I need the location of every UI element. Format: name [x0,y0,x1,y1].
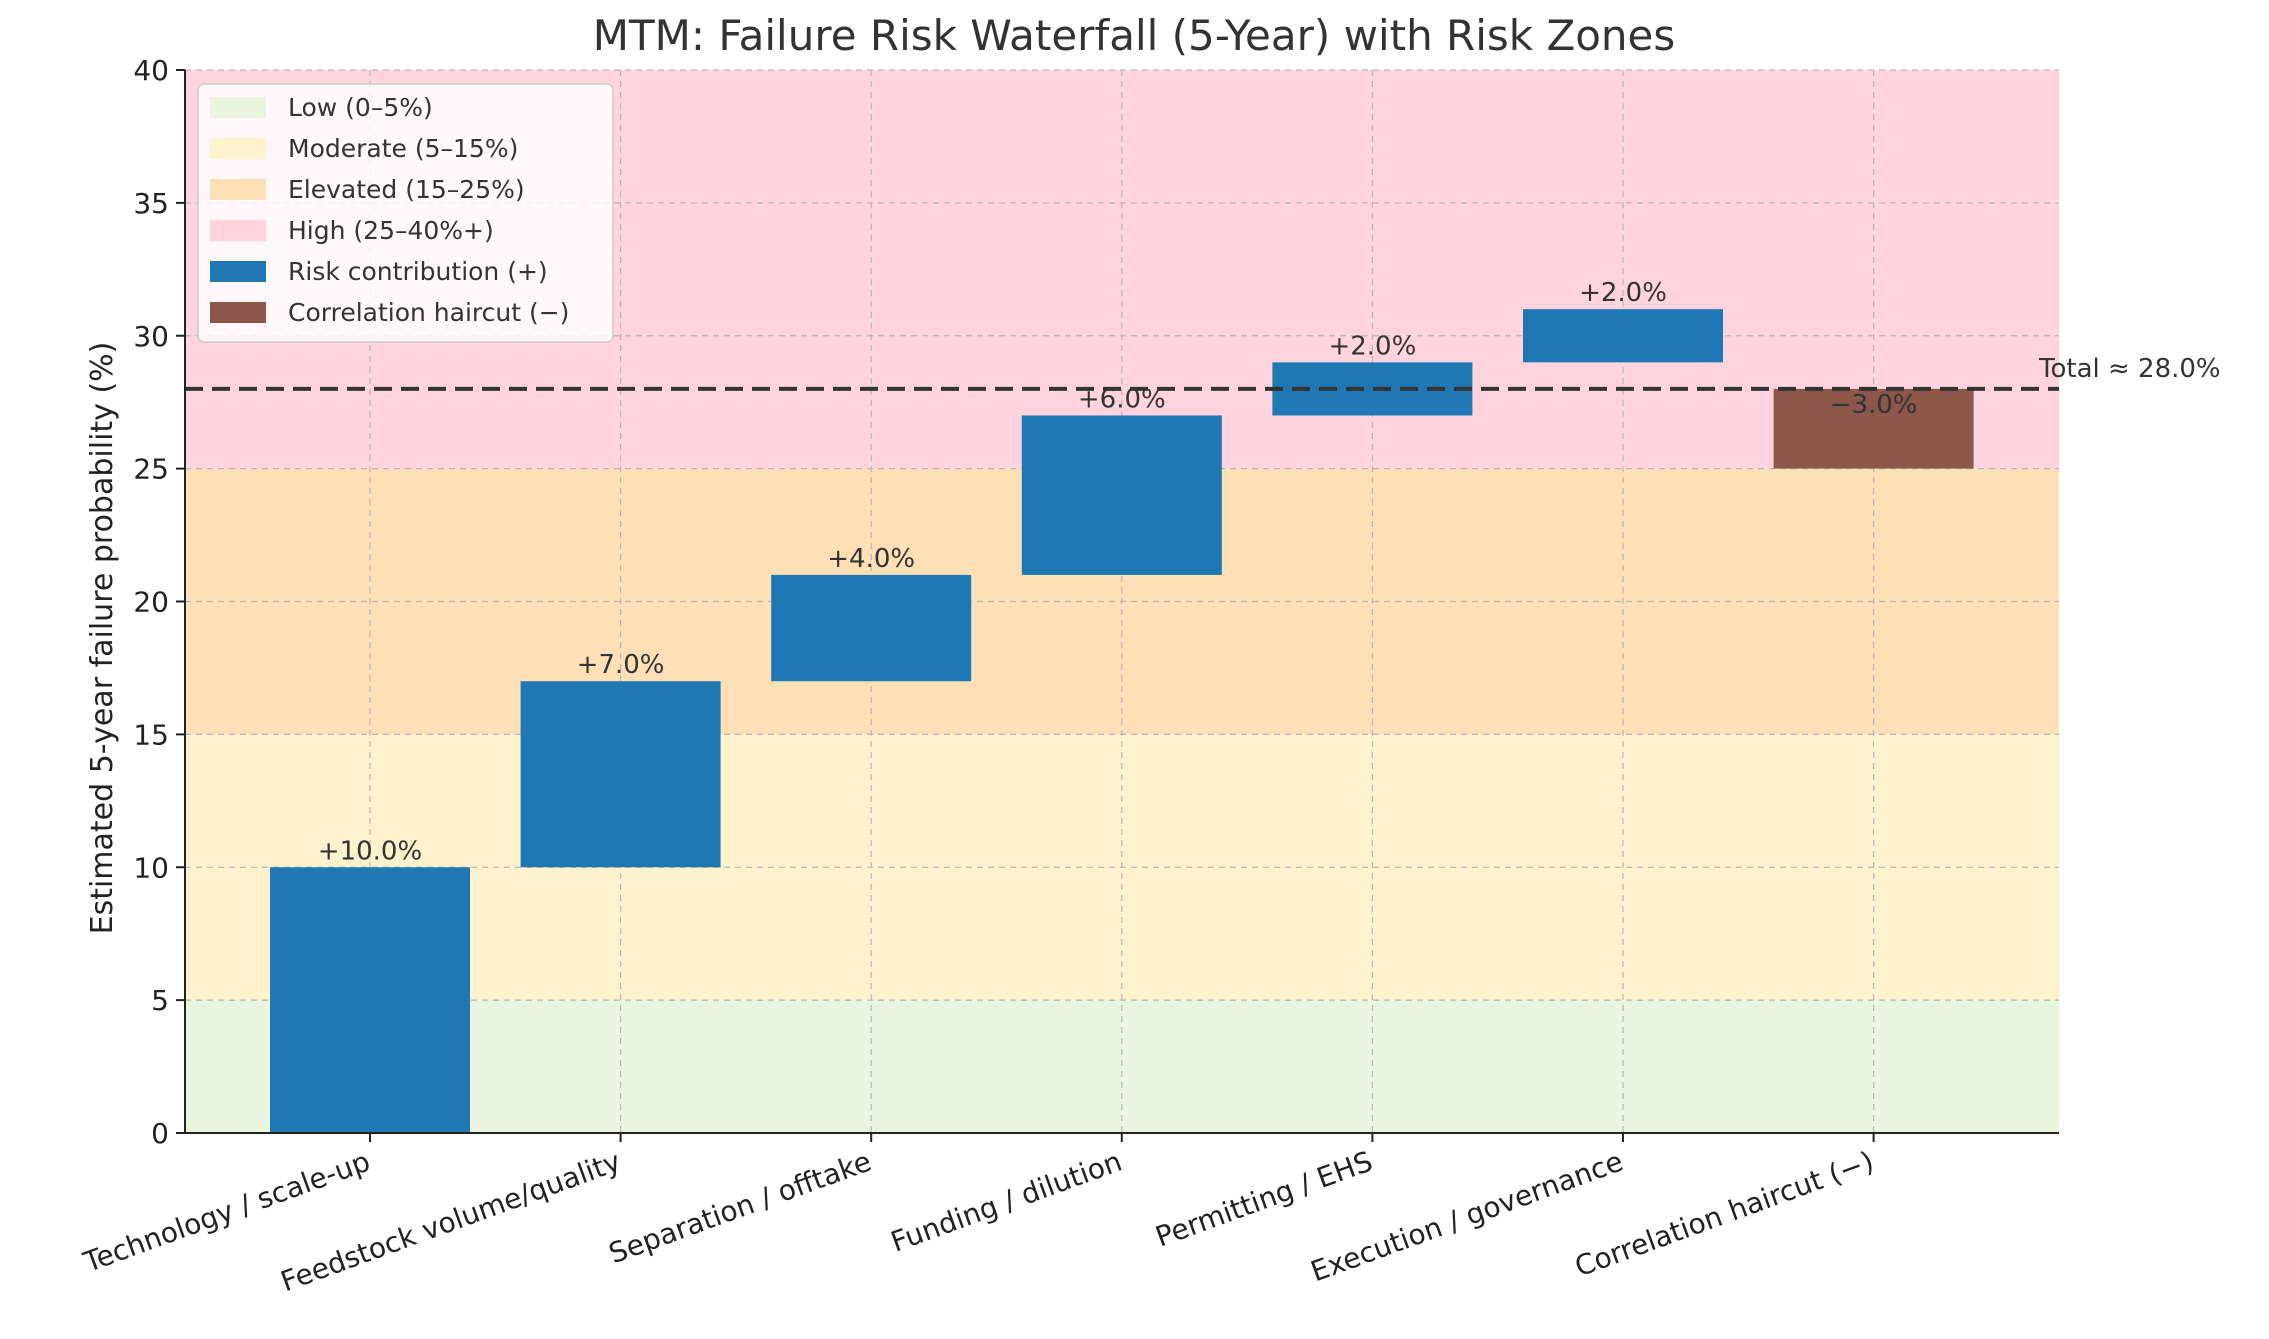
legend-label-3: High (25–40%+) [288,216,494,245]
legend-label-4: Risk contribution (+) [288,257,548,286]
bar-1 [520,681,721,868]
legend-label-2: Elevated (15–25%) [288,175,525,204]
bar-value-label-2: +4.0% [827,544,915,574]
total-label: Total ≈ 28.0% [2038,354,2221,384]
y-tick-label-3: 15 [133,718,169,751]
legend-swatch-3 [210,220,266,241]
bar-0 [270,867,470,1133]
x-tick-label-4: Permitting / EHS [1151,1145,1377,1254]
legend-swatch-1 [210,138,266,159]
legend-label-5: Correlation haircut (−) [288,298,569,327]
bar-value-label-5: +2.0% [1579,278,1667,308]
y-tick-label-7: 35 [133,187,169,220]
y-tick-label-1: 5 [151,984,169,1017]
legend-box [197,83,614,343]
bar-value-label-0: +10.0% [318,836,422,866]
total-line-group: Total ≈ 28.0% [185,354,2221,391]
bar-2 [771,574,972,682]
legend-label-0: Low (0–5%) [288,93,433,122]
y-tick-label-6: 30 [133,320,169,353]
chart-title: MTM: Failure Risk Waterfall (5-Year) wit… [593,11,1676,60]
bar-value-label-4: +2.0% [1328,331,1416,361]
legend: Low (0–5%) Moderate (5–15%) Elevated (15–2… [197,83,614,343]
y-tick-label-5: 25 [133,453,169,486]
legend-swatch-4 [210,261,266,282]
bars: +10.0%+7.0%+4.0%+6.0%+2.0%+2.0%−3.0% [270,278,1974,1133]
bar-value-label-6: −3.0% [1830,390,1918,420]
y-tick-label-8: 40 [133,54,169,87]
y-tick-label-4: 20 [133,586,169,619]
bar-5 [1523,309,1723,363]
y-tick-label-2: 10 [133,851,169,884]
x-tick-label-3: Funding / dilution [886,1145,1126,1259]
legend-swatch-2 [210,179,266,200]
y-axis-label: Estimated 5-year failure probability (%) [85,342,120,935]
y-tick-label-0: 0 [151,1117,169,1150]
legend-label-1: Moderate (5–15%) [288,134,518,163]
risk-zone-0 [185,1000,2059,1133]
bar-value-label-1: +7.0% [577,650,665,680]
x-tick-label-2: Separation / offtake [604,1145,875,1271]
bar-3 [1021,415,1222,575]
legend-swatch-5 [210,302,266,323]
bar-6 [1773,388,1974,469]
legend-swatch-0 [210,97,266,118]
